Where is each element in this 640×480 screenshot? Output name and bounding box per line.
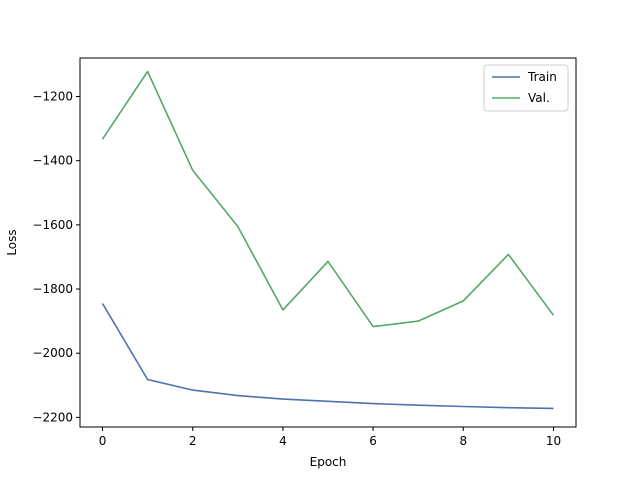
y-tick-label: −1200 [32, 90, 73, 104]
x-axis-ticks: 0 2 4 6 8 10 [99, 427, 561, 448]
x-tick-label: 6 [369, 434, 377, 448]
series-line-train [101, 303, 554, 410]
plot-area [79, 57, 577, 428]
y-tick-label: −2000 [32, 346, 73, 360]
y-tick-label: −1600 [32, 218, 73, 232]
x-axis-label: Epoch [310, 455, 347, 469]
series-line-val [101, 70, 555, 328]
y-axis-ticks: −2200 −2000 −1800 −1600 −1400 −1200 [32, 90, 80, 424]
x-tick-label: 2 [189, 434, 197, 448]
series-lines [101, 70, 555, 410]
y-tick-label: −1400 [32, 154, 73, 168]
y-tick-label: −1800 [32, 282, 73, 296]
legend-label: Val. [528, 91, 550, 105]
x-tick-label: 0 [99, 434, 107, 448]
x-tick-label: 4 [279, 434, 287, 448]
legend-label: Train [527, 70, 557, 84]
x-tick-label: 8 [459, 434, 467, 448]
y-axis-label: Loss [5, 229, 19, 255]
y-tick-label: −2200 [32, 410, 73, 424]
axes-frame [79, 57, 577, 428]
x-tick-label: 10 [546, 434, 561, 448]
legend: Train Val. [483, 64, 569, 112]
